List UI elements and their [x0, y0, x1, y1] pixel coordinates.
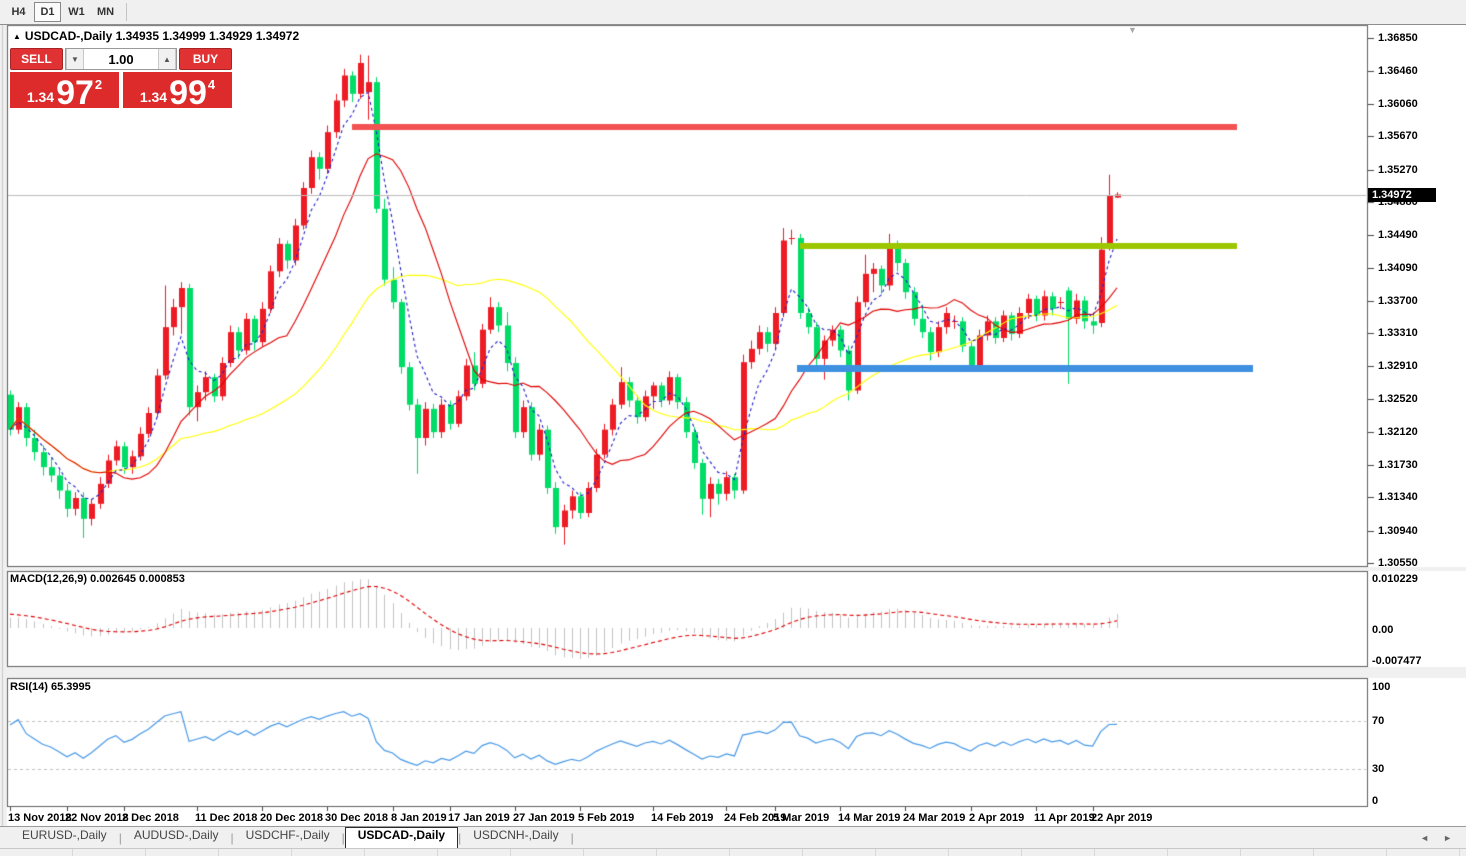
chart-shift-marker-icon: ▼ — [1128, 25, 1137, 35]
triangle-up-icon: ▲ — [163, 54, 171, 64]
price-axis-label: 1.31730 — [1378, 459, 1418, 471]
macd-values: 0.002645 0.000853 — [90, 573, 185, 585]
price-axis-label: 1.32120 — [1378, 426, 1418, 438]
date-axis-label: 11 Dec 2018 — [195, 812, 258, 824]
rsi-axis-label: 30 — [1372, 763, 1385, 775]
rsi-axis-label: 0 — [1372, 795, 1379, 807]
macd-axis-label: 0.010229 — [1372, 573, 1418, 585]
timeframe-button-w1[interactable]: W1 — [63, 2, 90, 22]
date-axis-label: 5 Mar 2019 — [773, 812, 830, 824]
buy-price-sup: 4 — [207, 77, 216, 92]
price-axis-label: 1.34090 — [1378, 262, 1418, 274]
chart-tab-audusd[interactable]: AUDUSD-,Daily — [133, 828, 219, 842]
timeframe-button-d1[interactable]: D1 — [34, 2, 61, 22]
tab-separator: | — [230, 831, 234, 845]
sell-price-base: 1.34 — [26, 89, 55, 105]
timeframe-button-mn[interactable]: MN — [92, 2, 119, 22]
tab-separator: | — [458, 831, 462, 845]
sell-price-panel[interactable]: 1.34 97 2 — [10, 72, 119, 112]
symbol-marker-icon: ▲ — [13, 32, 21, 41]
timeframe-button-h4[interactable]: H4 — [5, 2, 32, 22]
tab-scroll-right-icon[interactable]: ► — [1443, 833, 1452, 843]
price-axis-label: 1.33310 — [1378, 327, 1418, 339]
volume-increase-button[interactable]: ▲ — [158, 49, 176, 69]
date-axis-label: 11 Apr 2019 — [1034, 812, 1095, 824]
price-axis-label: 1.32520 — [1378, 393, 1418, 405]
date-axis-label: 17 Jan 2019 — [448, 812, 510, 824]
trade-controls-row: SELL ▼ ▲ BUY — [10, 48, 232, 70]
chart-tab-usdcnh[interactable]: USDCNH-,Daily — [473, 828, 559, 842]
price-axis-label: 1.31340 — [1378, 491, 1418, 503]
date-axis-label: 22 Nov 2018 — [65, 812, 129, 824]
price-axis-label: 1.35670 — [1378, 130, 1418, 142]
price-axis-label: 1.32910 — [1378, 360, 1418, 372]
rsi-value: 65.3995 — [50, 681, 91, 693]
date-axis-label: 24 Mar 2019 — [903, 812, 966, 824]
tab-separator: | — [118, 831, 122, 845]
date-axis-label: 13 Nov 2018 — [8, 812, 72, 824]
volume-input[interactable] — [84, 49, 158, 69]
date-axis-label: 20 Dec 2018 — [260, 812, 323, 824]
chart-tab-usdcad[interactable]: USDCAD-,Daily — [344, 827, 459, 849]
date-axis-label: 14 Feb 2019 — [651, 812, 714, 824]
timeframe-toolbar: H4 D1 W1 MN — [0, 0, 1466, 25]
price-axis-label: 1.30940 — [1378, 525, 1418, 537]
chart-tab-usdchf[interactable]: USDCHF-,Daily — [245, 828, 330, 842]
sell-price-big: 97 — [56, 74, 94, 112]
date-axis-label: 30 Dec 2018 — [325, 812, 388, 824]
ohlc-values: 1.34935 1.34999 1.34929 1.34972 — [115, 29, 300, 43]
buy-button[interactable]: BUY — [179, 48, 232, 70]
volume-decrease-button[interactable]: ▼ — [66, 49, 84, 69]
buy-price-panel[interactable]: 1.34 99 4 — [123, 72, 232, 112]
buy-price-base: 1.34 — [139, 89, 168, 105]
date-axis-label: 27 Jan 2019 — [513, 812, 575, 824]
volume-stepper: ▼ ▲ — [65, 48, 177, 70]
date-axis-label: 24 Feb 2019 — [724, 812, 787, 824]
price-axis-label: 1.34490 — [1378, 229, 1418, 241]
tab-separator: | — [341, 831, 345, 845]
date-axis-label: 2 Apr 2019 — [969, 812, 1025, 824]
date-axis-label: 22 Apr 2019 — [1091, 812, 1153, 824]
price-axis-label: 1.33700 — [1378, 295, 1418, 307]
price-axis-label: 1.36460 — [1378, 65, 1418, 77]
current-price-tag: 1.34972 — [1368, 188, 1436, 202]
price-axis-label: 1.35270 — [1378, 164, 1418, 176]
date-axis-label: 5 Feb 2019 — [578, 812, 635, 824]
chart-tab-bar: EURUSD-,Daily | AUDUSD-,Daily | USDCHF-,Dail… — [0, 826, 1466, 849]
buy-price-big: 99 — [169, 74, 207, 112]
macd-axis-label: 0.00 — [1372, 624, 1394, 636]
date-axis-label: 8 Jan 2019 — [391, 812, 447, 824]
date-axis-label: 14 Mar 2019 — [838, 812, 901, 824]
price-axis-label: 1.30550 — [1378, 557, 1418, 569]
toolbar-separator — [126, 3, 128, 21]
rsi-indicator-label: RSI(14) 65.3995 — [10, 681, 91, 693]
status-bar — [0, 848, 1466, 856]
macd-axis-label: -0.007477 — [1372, 655, 1422, 667]
triangle-down-icon: ▼ — [71, 54, 79, 64]
tab-separator: | — [570, 831, 574, 845]
macd-indicator-label: MACD(12,26,9) 0.002645 0.000853 — [10, 573, 185, 585]
tab-scroll-left-icon[interactable]: ◄ — [1420, 833, 1430, 843]
chart-tab-eurusd[interactable]: EURUSD-,Daily — [22, 828, 107, 842]
chart-title: ▲ USDCAD-,Daily 1.34935 1.34999 1.34929 1… — [13, 29, 299, 43]
price-axis-label: 1.36850 — [1378, 32, 1418, 44]
rsi-axis-label: 70 — [1372, 715, 1385, 727]
sell-button[interactable]: SELL — [10, 48, 63, 70]
date-axis-label: 2 Dec 2018 — [122, 812, 179, 824]
symbol-period-label: USDCAD-,Daily — [24, 29, 113, 43]
price-axis-label: 1.36060 — [1378, 98, 1418, 110]
sell-price-sup: 2 — [94, 77, 103, 92]
rsi-axis-label: 100 — [1372, 681, 1391, 693]
quote-panels-row: 1.34 97 2 1.34 99 4 — [10, 72, 232, 112]
